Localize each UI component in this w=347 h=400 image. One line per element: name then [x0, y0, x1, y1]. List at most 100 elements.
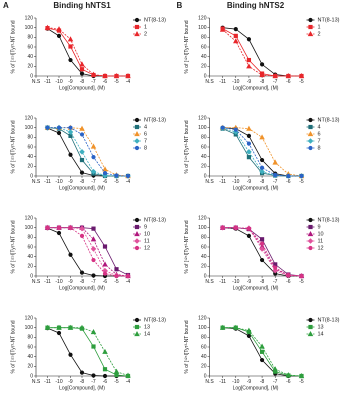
x-axis-label: Log[Compound], (M)	[59, 385, 105, 391]
y-tick-label: 100	[25, 225, 34, 231]
y-tick-label: 60	[201, 44, 207, 50]
y-tick-label: 100	[198, 125, 207, 131]
y-tick-label: 120	[198, 15, 207, 21]
legend-marker	[134, 24, 140, 30]
legend-label: 9	[144, 224, 147, 230]
legend-label: 11	[318, 238, 324, 244]
x-tick-label: -11	[219, 79, 226, 85]
y-axis-label: % of [¹²⁵I]Tyr³-NT bound	[184, 320, 190, 373]
marker	[90, 329, 97, 335]
x-tick-label: -9	[68, 279, 73, 285]
legend-marker	[308, 217, 313, 223]
marker	[67, 324, 74, 330]
y-tick-label: 20	[201, 364, 207, 370]
legend-label: 7	[144, 138, 147, 144]
marker	[67, 129, 74, 135]
y-tick-label: 60	[27, 44, 33, 50]
marker	[259, 257, 265, 263]
x-axis-label: Log[Compound], (M)	[233, 385, 279, 391]
x-tick-label: -9	[247, 79, 252, 85]
x-tick-label: -6	[286, 279, 291, 285]
x-tick-label: -5	[114, 79, 119, 85]
y-tick-label: 40	[201, 154, 207, 160]
y-tick-label: 0	[204, 373, 207, 379]
marker	[233, 225, 238, 230]
marker	[91, 155, 96, 160]
marker	[298, 373, 305, 379]
x-tick-label: N.S	[205, 179, 214, 185]
marker	[219, 26, 226, 32]
marker	[56, 125, 62, 130]
x-tick-label: -9	[68, 79, 73, 85]
marker	[233, 38, 239, 44]
x-tick-label: -9	[68, 179, 73, 185]
x-tick-label: -10	[232, 279, 239, 285]
y-tick-label: 100	[25, 125, 34, 131]
marker	[79, 132, 85, 137]
y-tick-label: 60	[201, 244, 207, 250]
legend-label: NT(8-13)	[318, 117, 340, 123]
legend-label: NT(8-13)	[318, 317, 340, 323]
x-tick-label: -10	[232, 179, 239, 185]
panel-label: B	[177, 1, 183, 10]
legend-marker	[134, 245, 140, 251]
series-line	[47, 327, 129, 376]
y-tick-label: 80	[201, 235, 207, 241]
series-line	[222, 227, 302, 277]
legend-marker	[308, 245, 313, 251]
marker	[113, 368, 120, 374]
marker	[79, 149, 85, 155]
marker	[259, 237, 265, 242]
marker	[79, 270, 85, 275]
y-tick-label: 40	[201, 54, 207, 60]
marker	[246, 37, 252, 42]
y-tick-label: 0	[204, 273, 207, 279]
marker	[68, 57, 73, 63]
x-tick-label: -7	[91, 379, 96, 385]
legend-label: 4	[144, 124, 147, 130]
x-tick-label: -4	[126, 79, 131, 85]
marker	[233, 324, 239, 330]
legend-label: NT(8-13)	[318, 17, 340, 23]
y-tick-label: 20	[201, 264, 207, 270]
legend-marker	[308, 224, 313, 230]
y-tick-label: 60	[27, 244, 33, 250]
x-tick-label: -7	[273, 179, 278, 185]
marker	[102, 373, 108, 379]
legend-marker	[134, 17, 140, 23]
marker	[79, 125, 85, 131]
series-line	[222, 227, 302, 277]
x-tick-label: -8	[260, 79, 265, 85]
x-tick-label: -7	[91, 179, 96, 185]
y-tick-label: 60	[27, 344, 33, 350]
marker	[219, 324, 226, 330]
marker	[90, 246, 97, 252]
marker	[91, 373, 96, 378]
y-tick-label: 0	[30, 73, 33, 79]
marker	[79, 170, 85, 175]
legend-marker	[134, 217, 140, 223]
marker	[68, 152, 73, 157]
y-tick-label: 0	[30, 173, 33, 179]
y-tick-label: 100	[198, 325, 207, 331]
marker	[246, 333, 252, 338]
marker	[272, 366, 278, 372]
marker	[298, 73, 305, 79]
legend-label: 9	[318, 224, 321, 230]
x-tick-label: -9	[247, 179, 252, 185]
marker	[125, 273, 131, 279]
y-tick-label: 80	[27, 35, 33, 41]
y-tick-label: 100	[198, 25, 207, 31]
x-tick-label: -11	[44, 279, 51, 285]
marker	[56, 33, 62, 38]
legend-marker	[308, 117, 313, 123]
x-tick-label: -11	[44, 379, 51, 385]
y-tick-label: 100	[25, 25, 34, 31]
marker	[79, 324, 85, 330]
marker	[125, 173, 131, 179]
marker	[246, 133, 252, 138]
legend-label: 10	[318, 231, 324, 237]
marker	[246, 327, 252, 333]
marker	[259, 62, 265, 67]
marker	[246, 226, 252, 231]
